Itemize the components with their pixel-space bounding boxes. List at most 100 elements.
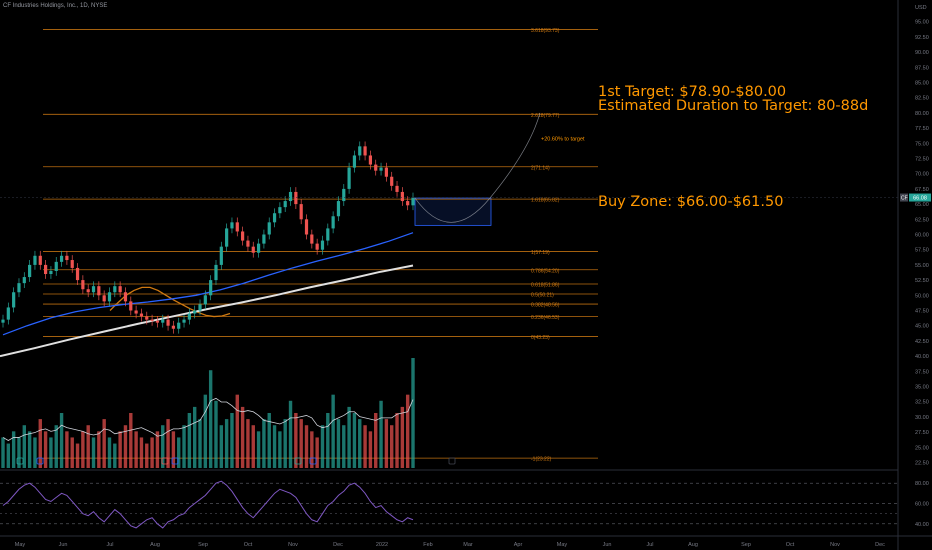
fib-level-label: 2(71.14) xyxy=(531,165,550,171)
candle-body xyxy=(315,243,319,250)
price-tick-label: 50.00 xyxy=(915,293,929,299)
time-tick-label: Jul xyxy=(106,542,113,548)
moving-average-ma_mid xyxy=(2,232,414,336)
candle-body xyxy=(384,167,388,177)
volume-bar xyxy=(363,425,367,468)
volume-bar xyxy=(22,425,26,468)
price-tick-label: 27.50 xyxy=(915,430,929,436)
volume-bar xyxy=(192,406,197,468)
volume-bar xyxy=(224,419,229,468)
price-tick-label: 60.00 xyxy=(915,233,929,239)
volume-bar xyxy=(139,437,144,468)
candle-body xyxy=(374,164,378,171)
candle-body xyxy=(358,146,362,156)
rsi-line xyxy=(2,480,414,529)
candle-body xyxy=(113,286,117,293)
price-tick-label: 90.00 xyxy=(915,50,929,56)
candle-body xyxy=(81,280,85,290)
time-tick-label: Mar xyxy=(463,542,473,548)
volume-bar xyxy=(256,431,261,468)
candle-body xyxy=(246,240,250,247)
volume-bar xyxy=(352,413,357,468)
volume-bar xyxy=(278,431,282,468)
chart-title: CF Industries Holdings, Inc., 1D, NYSE xyxy=(3,3,108,9)
fib-level-label: -1(23.22) xyxy=(531,457,552,463)
volume-bar xyxy=(272,425,277,468)
candle-body xyxy=(107,292,112,302)
volume-bar xyxy=(113,443,117,468)
price-tick-label: 72.50 xyxy=(915,157,929,163)
fib-level-label: 2.618(79.77) xyxy=(531,113,560,119)
candle-body xyxy=(54,261,58,271)
volume-ma-line xyxy=(2,397,414,441)
volume-bar xyxy=(405,394,410,468)
volume-bar xyxy=(187,413,192,468)
volume-bar xyxy=(267,413,271,468)
rsi-tick-label: 40.00 xyxy=(915,522,929,528)
time-tick-label: Dec xyxy=(875,542,885,548)
candle-body xyxy=(203,295,207,305)
candle-body xyxy=(38,255,42,265)
time-tick-label: Aug xyxy=(150,542,160,548)
target-annotation-line1: 1st Target: $78.90-$80.00 xyxy=(598,84,787,100)
pct-to-target-label: +20.60% to target xyxy=(541,136,585,142)
volume-bar xyxy=(43,431,48,468)
last-price-tag xyxy=(909,193,931,202)
volume-bar xyxy=(182,425,186,468)
volume-bar xyxy=(155,431,160,468)
candle-body xyxy=(150,319,154,321)
candle-body xyxy=(59,255,64,262)
buy-zone-annotation: Buy Zone: $66.00-$61.50 xyxy=(598,194,784,210)
event-marker-icon xyxy=(448,457,456,465)
candle-body xyxy=(6,307,10,320)
candle-body xyxy=(209,280,213,296)
candle-body xyxy=(28,264,32,278)
volume-bar xyxy=(134,431,138,468)
candle-body xyxy=(161,319,165,323)
candle-body xyxy=(262,234,266,244)
volume-bar xyxy=(246,419,250,468)
volume-bar xyxy=(123,425,128,468)
volume-bar xyxy=(54,425,58,468)
volume-bar xyxy=(166,419,170,468)
fib-level-label: 1(57.19) xyxy=(531,250,550,256)
candle-body xyxy=(406,201,410,206)
candle-body xyxy=(43,264,48,275)
volume-bar xyxy=(65,431,69,468)
volume-bar xyxy=(161,425,165,468)
fib-level-label: 0.382(48.56) xyxy=(531,303,560,309)
time-tick-label: Sep xyxy=(198,542,208,548)
fib-level-label: 0.5(50.21) xyxy=(531,293,554,299)
candle-body xyxy=(241,231,245,241)
candle-body xyxy=(171,325,175,329)
candle-body xyxy=(235,222,239,232)
volume-bar xyxy=(230,413,234,468)
volume-bar xyxy=(390,425,394,468)
candle-body xyxy=(97,286,101,296)
time-tick-label: May xyxy=(557,542,568,548)
volume-bar xyxy=(1,437,5,468)
candle-body xyxy=(145,316,149,320)
candle-body xyxy=(166,319,170,326)
candle-body xyxy=(12,292,16,308)
time-tick-label: Oct xyxy=(786,542,795,548)
candle-body xyxy=(326,228,330,241)
candle-body xyxy=(283,201,287,208)
candle-body xyxy=(129,301,133,311)
candle-body xyxy=(304,219,309,235)
volume-bar xyxy=(326,413,330,468)
volume-bar xyxy=(38,419,42,468)
volume-bar xyxy=(374,413,378,468)
event-marker-icon xyxy=(309,457,317,465)
candle-body xyxy=(278,207,282,214)
volume-bar xyxy=(91,437,96,468)
event-marker-icon xyxy=(171,457,179,465)
event-marker-icon xyxy=(294,457,302,465)
candle-body xyxy=(1,319,5,323)
volume-bar xyxy=(219,425,224,468)
candle-body xyxy=(139,313,144,317)
rsi-tick-label: 60.00 xyxy=(915,502,929,508)
candle-body xyxy=(331,216,335,229)
price-tick-label: 52.50 xyxy=(915,278,929,284)
